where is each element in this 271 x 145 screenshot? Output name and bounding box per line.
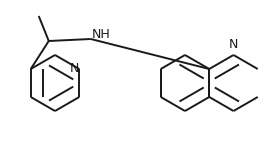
Text: NH: NH xyxy=(92,28,111,40)
Text: N: N xyxy=(70,61,79,75)
Text: N: N xyxy=(229,38,238,51)
